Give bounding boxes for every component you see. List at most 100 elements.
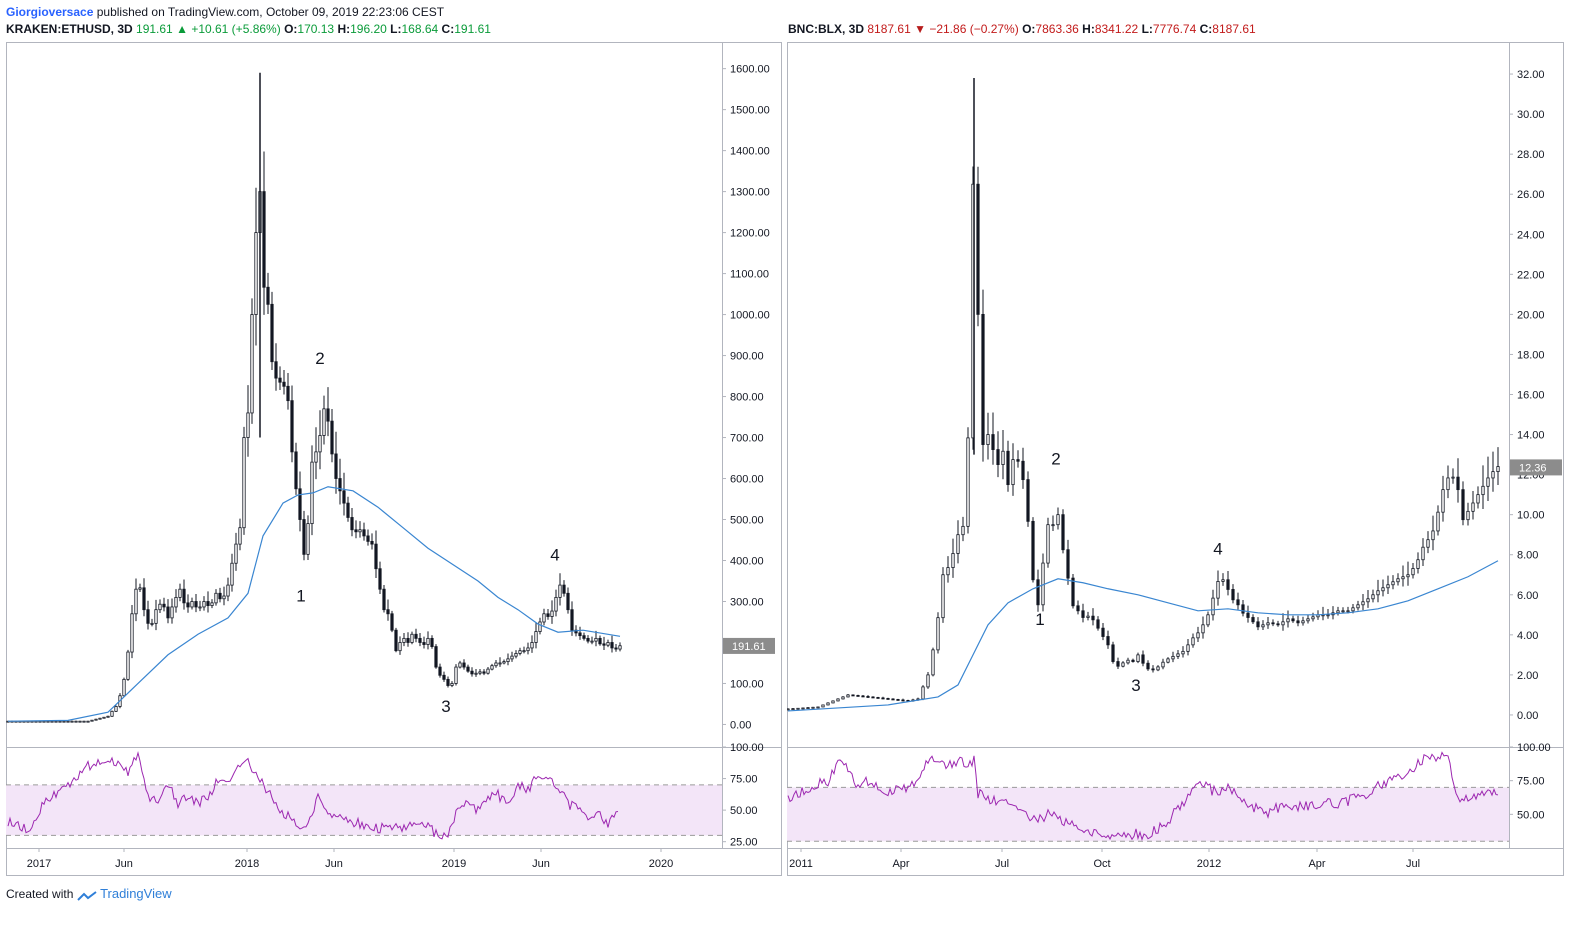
candle-body: [394, 629, 398, 652]
candle-body: [1291, 618, 1295, 622]
candle-body: [526, 647, 530, 652]
candle-body: [470, 670, 474, 675]
time-tick-label: 2018: [235, 858, 259, 870]
candle-body: [598, 637, 602, 645]
candle-body: [262, 191, 266, 288]
author-link[interactable]: Giorgioversace: [6, 5, 94, 19]
candle-body: [198, 606, 202, 609]
candle-body: [238, 527, 242, 545]
candle-body: [186, 602, 190, 608]
price-tick-label: 18.00: [1517, 349, 1545, 361]
wave-label: 3: [1131, 676, 1140, 695]
price-tick-label: 2.00: [1517, 670, 1538, 682]
candle-body: [1201, 624, 1205, 634]
time-tick-label: Jun: [325, 858, 343, 870]
chart-frame: [787, 42, 1564, 876]
candle-body: [921, 686, 925, 700]
price-tick-label: 900.00: [730, 351, 764, 363]
candle-body: [1281, 621, 1285, 626]
time-tick-label: Jun: [532, 858, 550, 870]
candle-body: [1046, 524, 1050, 564]
time-tick-label: Apr: [1308, 858, 1325, 870]
candle-body: [58, 720, 62, 723]
left-high: 196.20: [350, 22, 387, 36]
candle-body: [482, 671, 486, 674]
candle-body: [290, 400, 294, 453]
price-tick-label: 16.00: [1517, 390, 1545, 402]
price-tick-label: 1000.00: [730, 310, 770, 322]
candle-body: [550, 610, 554, 617]
candle-body: [846, 694, 850, 698]
candle-body: [178, 588, 182, 598]
candle-body: [362, 529, 366, 537]
candle-body: [554, 596, 558, 612]
candle-body: [98, 717, 102, 720]
candle-body: [871, 696, 875, 699]
last-price-tag: [1510, 459, 1562, 476]
candle-body: [498, 662, 502, 665]
candle-body: [142, 587, 146, 611]
candle-body: [1421, 546, 1425, 561]
candle-body: [1036, 579, 1040, 606]
candle-body: [1436, 511, 1440, 532]
price-tick-label: 1200.00: [730, 228, 770, 240]
candle-body: [410, 633, 414, 643]
candle-body: [350, 517, 354, 531]
candle-body: [342, 490, 346, 504]
rsi-band: [6, 784, 722, 836]
price-tick-label: 100.00: [730, 678, 764, 690]
price-tick-label: 800.00: [730, 392, 764, 404]
candle-body: [1401, 576, 1405, 580]
tradingview-brand[interactable]: TradingView: [100, 886, 172, 901]
rsi-tick-label: 75.00: [730, 774, 758, 786]
candle-body: [1246, 612, 1250, 618]
candle-body: [851, 694, 855, 697]
candle-body: [1431, 530, 1435, 541]
wave-label: 3: [441, 697, 450, 716]
candle-body: [1226, 579, 1230, 590]
candle-body: [370, 540, 374, 545]
candle-body: [446, 678, 450, 686]
price-tick-label: 8.00: [1517, 550, 1538, 562]
candle-body: [1236, 599, 1240, 606]
candle-body: [158, 603, 162, 611]
candle-body: [494, 662, 498, 667]
candle-body: [418, 637, 422, 643]
rsi-band: [787, 787, 1509, 842]
price-tick-label: 20.00: [1517, 309, 1545, 321]
candle-body: [866, 696, 870, 698]
candle-body: [478, 671, 482, 674]
candle-body: [406, 637, 410, 643]
candle-body: [926, 674, 930, 688]
candle-body: [811, 706, 815, 709]
candle-body: [821, 704, 825, 708]
wave-label: 1: [296, 586, 305, 605]
price-tick-label: 1300.00: [730, 187, 770, 199]
candle-body: [1016, 459, 1020, 462]
candle-body: [374, 543, 378, 570]
candle-body: [226, 584, 230, 597]
candle-body: [1241, 604, 1245, 614]
candle-body: [1156, 666, 1160, 671]
blx-chart[interactable]: 32.0030.0028.0026.0024.0022.0020.0018.00…: [787, 42, 1564, 876]
candle-body: [126, 651, 130, 680]
candle-body: [466, 666, 470, 672]
candle-body: [74, 720, 78, 723]
candle-body: [582, 635, 586, 639]
candle-body: [286, 385, 290, 402]
candle-body: [1141, 654, 1145, 664]
candle-body: [578, 632, 582, 637]
candle-body: [190, 601, 194, 608]
candle-body: [134, 588, 138, 615]
candle-body: [1361, 601, 1365, 606]
candle-body: [1406, 574, 1410, 578]
ethusd-chart[interactable]: 1600.001500.001400.001300.001200.001100.…: [6, 42, 782, 876]
candle-body: [816, 706, 820, 709]
candle-body: [1356, 604, 1360, 609]
left-open: 170.13: [297, 22, 335, 36]
candle-body: [946, 567, 950, 576]
price-tick-label: 32.00: [1517, 69, 1545, 81]
candle-body: [1116, 661, 1120, 667]
publish-line: Giorgioversace published on TradingView.…: [6, 5, 444, 19]
candle-body: [1351, 607, 1355, 612]
